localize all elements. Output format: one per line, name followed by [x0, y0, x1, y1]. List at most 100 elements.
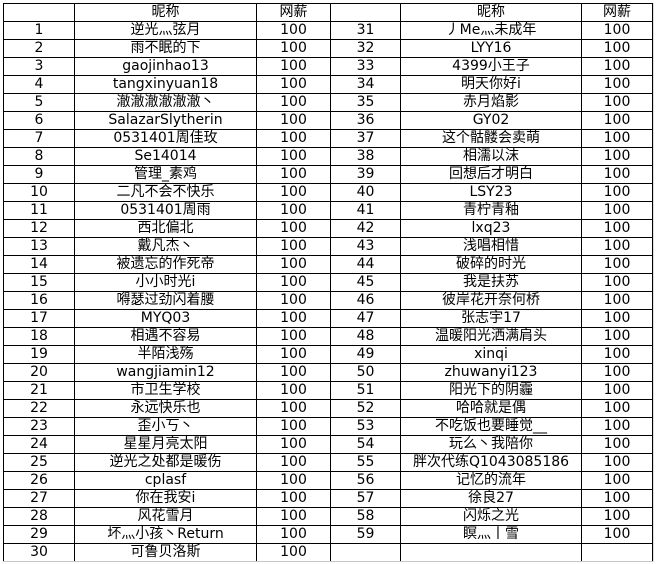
nickname-cell-left: 雨不眠的下 — [74, 39, 257, 58]
pay-cell-left: 100 — [256, 291, 331, 310]
rank-cell-right: 39 — [330, 165, 401, 184]
nickname-cell-left: 永远快乐也 — [74, 399, 257, 418]
nickname-cell-left: 你在我安i — [74, 489, 257, 508]
pay-cell-right: 100 — [581, 129, 653, 148]
table-row: 15 小小时光i 100 45 我是扶苏 100 — [3, 273, 653, 292]
pay-cell-left: 100 — [256, 183, 331, 202]
nickname-cell-right: 青柠青釉 — [400, 201, 582, 220]
nickname-cell-right: 丿Me灬未成年 — [400, 21, 582, 40]
col-header-blank-right — [330, 3, 401, 22]
rank-cell-right: 57 — [330, 489, 401, 508]
nickname-cell-right: lxq23 — [400, 219, 582, 238]
rank-cell-left: 23 — [3, 417, 75, 436]
pay-cell-left: 100 — [256, 345, 331, 364]
table-row: 13 戴凡杰丶 100 43 浅唱相惜 100 — [3, 237, 653, 256]
table-row: 4 tangxinyuan18 100 34 明天你好i 100 — [3, 75, 653, 94]
rank-cell-right: 38 — [330, 147, 401, 166]
nickname-cell-right: 破碎的时光 — [400, 255, 582, 274]
nickname-cell-right — [400, 543, 582, 562]
nickname-cell-right: 回想后才明白 — [400, 165, 582, 184]
rank-cell-left: 8 — [3, 147, 75, 166]
rank-cell-left: 20 — [3, 363, 75, 382]
rank-cell-left: 10 — [3, 183, 75, 202]
nickname-cell-left: 歪小丂丶 — [74, 417, 257, 436]
pay-cell-right: 100 — [581, 381, 653, 400]
rank-cell-right: 47 — [330, 309, 401, 328]
rank-cell-left: 24 — [3, 435, 75, 454]
pay-cell-right: 100 — [581, 75, 653, 94]
pay-cell-right: 100 — [581, 291, 653, 310]
nickname-cell-right: 瞑灬丨雪 — [400, 525, 582, 544]
pay-cell-left: 100 — [256, 543, 331, 562]
pay-cell-left: 100 — [256, 471, 331, 490]
rank-cell-right: 52 — [330, 399, 401, 418]
table-row: 23 歪小丂丶 100 53 不吃饭也要睡觉__ 100 — [3, 417, 653, 436]
rank-cell-left: 22 — [3, 399, 75, 418]
nickname-cell-left: MYQ03 — [74, 309, 257, 328]
nickname-cell-right: 我是扶苏 — [400, 273, 582, 292]
nickname-cell-left: 逆光灬弦月 — [74, 21, 257, 40]
rank-cell-right: 44 — [330, 255, 401, 274]
rank-cell-right: 46 — [330, 291, 401, 310]
nickname-cell-right: 玩么丶我陪你 — [400, 435, 582, 454]
rank-cell-right: 50 — [330, 363, 401, 382]
rank-cell-right: 59 — [330, 525, 401, 544]
sheet-gridline-right — [653, 3, 654, 562]
rank-cell-left: 21 — [3, 381, 75, 400]
pay-cell-right: 100 — [581, 255, 653, 274]
rank-cell-left: 18 — [3, 327, 75, 346]
rank-cell-left: 7 — [3, 129, 75, 148]
table-row: 30 可鲁贝洛斯 100 — [3, 543, 653, 562]
table-row: 27 你在我安i 100 57 徐良27 100 — [3, 489, 653, 508]
nickname-cell-left: 星星月亮太阳 — [74, 435, 257, 454]
nickname-cell-right: LSY23 — [400, 183, 582, 202]
pay-cell-left: 100 — [256, 165, 331, 184]
nickname-cell-left: 0531401周雨 — [74, 201, 257, 220]
table-row: 16 嘚瑟过劲闪着腰 100 46 彼岸花开奈何桥 100 — [3, 291, 653, 310]
nickname-cell-right: 相濡以沫 — [400, 147, 582, 166]
nickname-cell-left: 风花雪月 — [74, 507, 257, 526]
nickname-cell-left: gaojinhao13 — [74, 57, 257, 76]
table-row: 7 0531401周佳玫 100 37 这个骷髅会卖萌 100 — [3, 129, 653, 148]
nickname-cell-left: wangjiamin12 — [74, 363, 257, 382]
table-row: 22 永远快乐也 100 52 哈哈就是偶 100 — [3, 399, 653, 418]
rank-cell-right: 31 — [330, 21, 401, 40]
table-row: 24 星星月亮太阳 100 54 玩么丶我陪你 100 — [3, 435, 653, 454]
col-header-blank-left — [3, 3, 75, 22]
rank-cell-right: 45 — [330, 273, 401, 292]
rank-cell-left: 2 — [3, 39, 75, 58]
rank-cell-right: 36 — [330, 111, 401, 130]
roster-table: 昵称 网薪 昵称 网薪 1 逆光灬弦月 100 31 丿Me灬未成年 100 2… — [3, 3, 653, 562]
nickname-cell-left: 小小时光i — [74, 273, 257, 292]
rank-cell-left: 27 — [3, 489, 75, 508]
pay-cell-right: 100 — [581, 399, 653, 418]
nickname-cell-left: SalazarSlytherin — [74, 111, 257, 130]
pay-cell-left: 100 — [256, 309, 331, 328]
rank-cell-left: 26 — [3, 471, 75, 490]
pay-cell-left: 100 — [256, 435, 331, 454]
pay-cell-left: 100 — [256, 201, 331, 220]
pay-cell-right: 100 — [581, 237, 653, 256]
table-row: 26 cplasf 100 56 记忆的流年 100 — [3, 471, 653, 490]
table-row: 2 雨不眠的下 100 32 LYY16 100 — [3, 39, 653, 58]
nickname-cell-left: 被遗忘的作死帝 — [74, 255, 257, 274]
rank-cell-left: 19 — [3, 345, 75, 364]
nickname-cell-right: 徐良27 — [400, 489, 582, 508]
rank-cell-left: 3 — [3, 57, 75, 76]
rank-cell-right: 56 — [330, 471, 401, 490]
table-row: 5 澈澈澈澈澈澈丶 100 35 赤月焰影 100 — [3, 93, 653, 112]
col-header-pay-right: 网薪 — [581, 3, 653, 22]
col-header-pay-left: 网薪 — [256, 3, 331, 22]
nickname-cell-right: 阳光下的阴霾 — [400, 381, 582, 400]
rank-cell-left: 6 — [3, 111, 75, 130]
table-row: 25 逆光之处都是暖伤 100 55 胖次代练Q1043085186 100 — [3, 453, 653, 472]
nickname-cell-right: 这个骷髅会卖萌 — [400, 129, 582, 148]
nickname-cell-right: 浅唱相惜 — [400, 237, 582, 256]
pay-cell-left: 100 — [256, 129, 331, 148]
table-row: 6 SalazarSlytherin 100 36 GY02 100 — [3, 111, 653, 130]
rank-cell-right: 41 — [330, 201, 401, 220]
pay-cell-right: 100 — [581, 273, 653, 292]
rank-cell-left: 1 — [3, 21, 75, 40]
pay-cell-right: 100 — [581, 111, 653, 130]
